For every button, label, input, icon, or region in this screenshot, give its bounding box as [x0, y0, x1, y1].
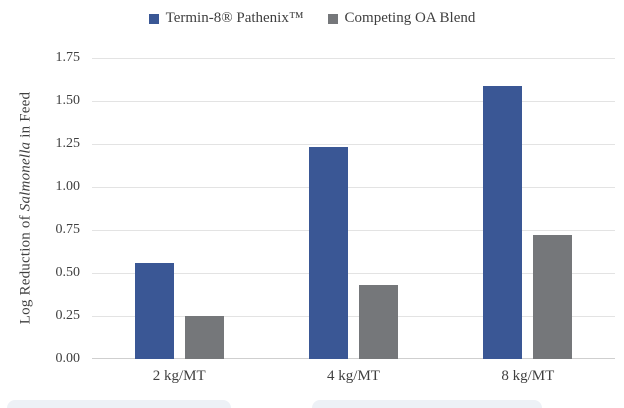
- legend-swatch-competing-icon: [327, 13, 338, 24]
- legend-swatch-termin8-icon: [148, 13, 159, 24]
- gridline: [92, 57, 615, 59]
- legend-item-termin8: Termin-8® Pathenix™: [148, 10, 304, 27]
- x-tick-label: 8 kg/MT: [501, 368, 555, 384]
- gridline: [92, 143, 615, 145]
- bar-group-4-kg-mt: [266, 58, 440, 359]
- bar-termin8-3: [483, 85, 523, 359]
- y-axis-tick-labels: 0.00 0.25 0.50 0.75 1.00 1.25 1.50 1.75: [0, 50, 81, 366]
- bottom-card-edge-right: [312, 400, 542, 408]
- x-axis-tick-labels: 2 kg/MT 4 kg/MT 8 kg/MT: [92, 368, 615, 392]
- bar-termin8-1: [134, 262, 174, 359]
- bar-competing-3: [533, 235, 573, 359]
- x-tick-label: 2 kg/MT: [152, 368, 206, 384]
- bar-competing-1: [184, 316, 224, 359]
- bar-group-2-kg-mt: [92, 58, 266, 359]
- gridline: [92, 358, 615, 359]
- y-tick-label: 0.25: [55, 308, 81, 323]
- bottom-card-edge-left: [7, 400, 231, 408]
- bar-group-8-kg-mt: [441, 58, 615, 359]
- legend-label-competing: Competing OA Blend: [344, 10, 476, 26]
- legend-label-termin8: Termin-8® Pathenix™: [165, 10, 304, 26]
- y-tick-label: 0.50: [55, 265, 81, 280]
- bar-termin8-2: [308, 147, 348, 359]
- gridline: [92, 100, 615, 102]
- gridline: [92, 229, 615, 231]
- gridline: [92, 315, 615, 317]
- plot-area: [92, 57, 615, 359]
- y-tick-label: 1.00: [55, 179, 81, 194]
- gridline: [92, 186, 615, 188]
- y-tick-label: 1.75: [55, 50, 81, 65]
- legend-item-competing: Competing OA Blend: [327, 10, 476, 27]
- y-tick-label: 0.75: [55, 222, 81, 237]
- gridline: [92, 272, 615, 274]
- legend: Termin-8® Pathenix™ Competing OA Blend: [0, 10, 624, 27]
- bar-competing-2: [358, 285, 398, 359]
- y-tick-label: 1.25: [55, 136, 81, 151]
- x-tick-label: 4 kg/MT: [327, 368, 380, 384]
- y-tick-label: 1.50: [55, 93, 81, 108]
- y-tick-label: 0.00: [55, 351, 81, 366]
